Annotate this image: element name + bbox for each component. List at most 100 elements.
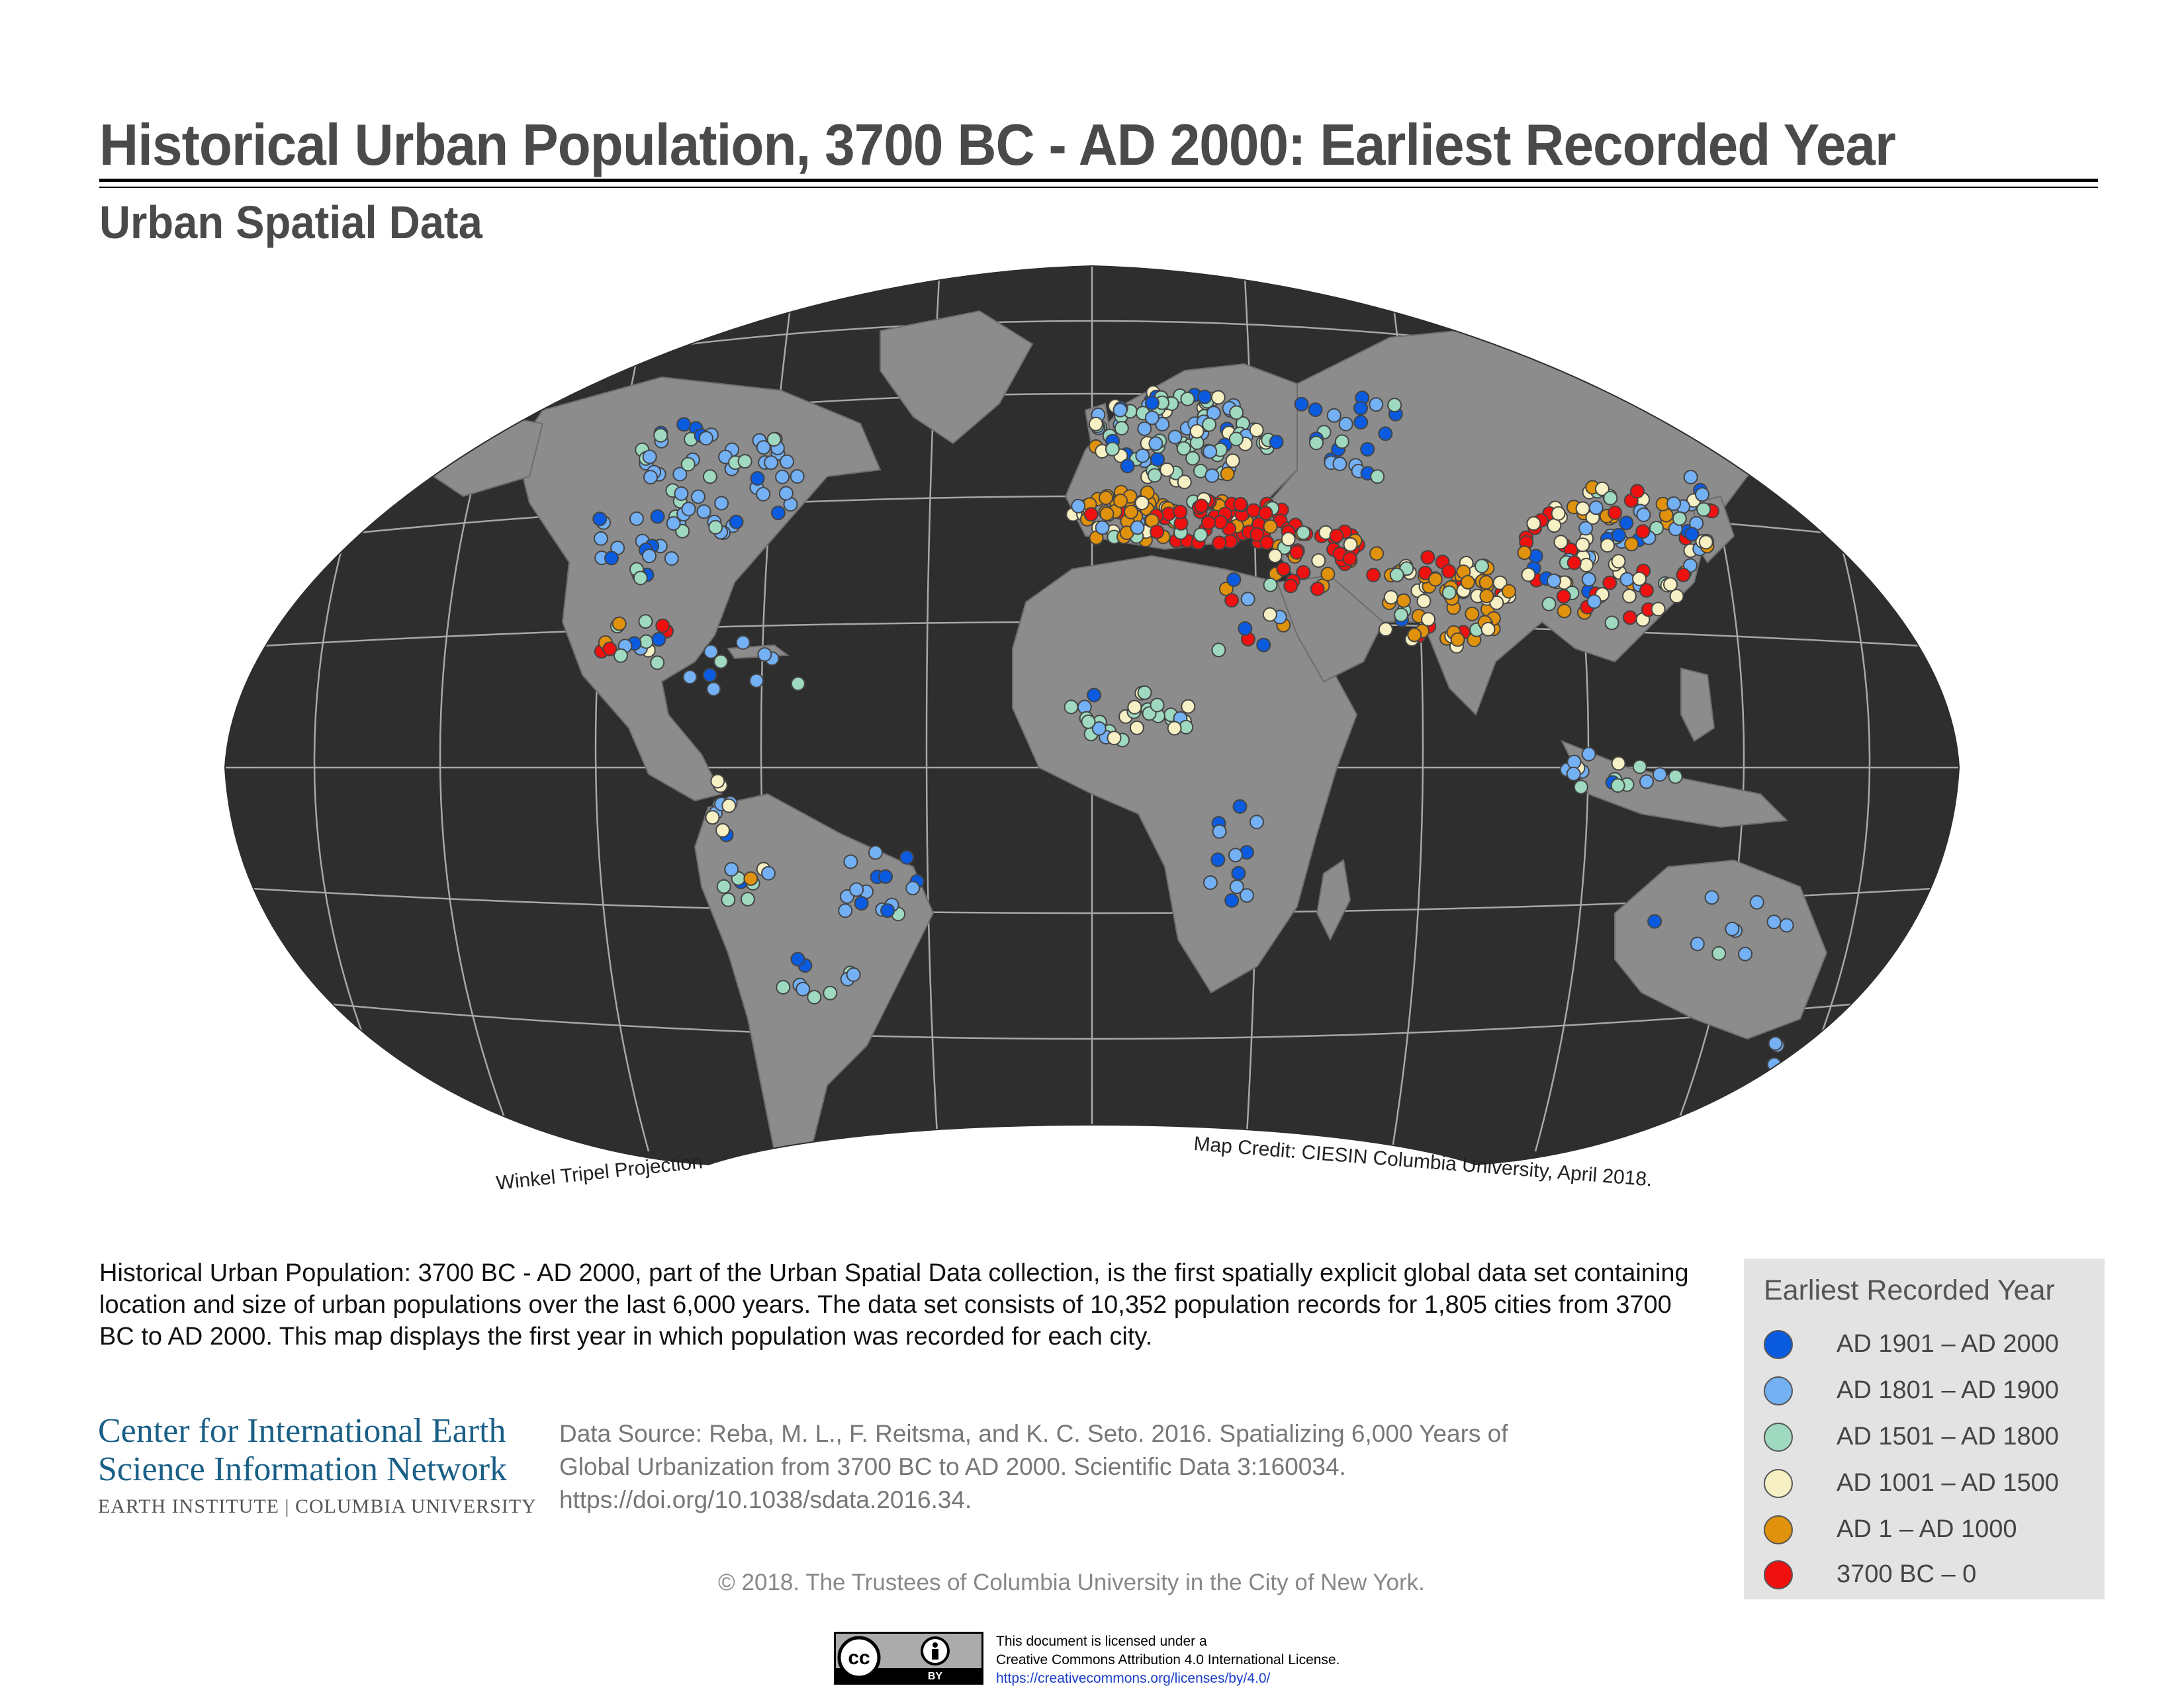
city-point	[796, 981, 811, 997]
city-point	[1296, 565, 1311, 580]
city-point	[1639, 583, 1654, 598]
city-point	[602, 641, 617, 656]
city-point	[1202, 417, 1217, 432]
city-point	[1329, 528, 1344, 543]
city-point	[1342, 551, 1357, 566]
city-point	[1581, 746, 1596, 762]
city-point	[1604, 615, 1619, 631]
city-point	[1211, 643, 1226, 658]
city-point	[592, 511, 608, 527]
city-point	[1416, 594, 1432, 609]
city-point	[1600, 538, 1615, 553]
city-point	[1480, 621, 1496, 637]
city-point	[651, 632, 666, 647]
city-point	[1129, 720, 1144, 735]
city-point	[1684, 527, 1700, 542]
city-point	[681, 502, 696, 517]
cc-license-badge[interactable]: cc BY	[834, 1632, 983, 1685]
city-point	[880, 903, 895, 918]
city-point	[1441, 585, 1457, 600]
license-link[interactable]: https://creativecommons.org/licenses/by/…	[996, 1671, 1271, 1686]
city-point	[682, 670, 698, 685]
source-line-2: Global Urbanization from 3700 BC to AD 2…	[559, 1453, 1346, 1480]
city-point	[1213, 515, 1228, 530]
city-point	[1088, 416, 1103, 431]
legend-dot	[1764, 1515, 1793, 1544]
world-map	[224, 265, 1960, 1166]
city-point	[1134, 496, 1150, 510]
city-point	[1283, 578, 1298, 594]
city-point	[1114, 421, 1129, 436]
city-point	[704, 644, 719, 659]
city-point	[613, 648, 628, 663]
city-point	[1155, 417, 1170, 432]
city-point	[1793, 1057, 1808, 1073]
city-point	[702, 469, 717, 484]
city-point	[764, 455, 779, 470]
city-point	[1185, 451, 1201, 466]
city-point	[1738, 946, 1752, 961]
city-point	[1212, 535, 1227, 551]
city-point	[1246, 503, 1261, 518]
city-point	[672, 466, 688, 482]
city-point	[642, 449, 657, 465]
city-point	[1310, 582, 1325, 596]
city-point	[612, 616, 627, 631]
city-point	[770, 506, 786, 521]
city-point	[807, 990, 822, 1004]
city-point	[696, 504, 711, 519]
source-line-3: https://doi.org/10.1038/sdata.2016.34.	[559, 1486, 972, 1513]
city-point	[1396, 593, 1411, 608]
city-point	[775, 469, 790, 484]
legend-item-1-1000: AD 1 – AD 1000	[1764, 1510, 2095, 1550]
city-point	[1619, 515, 1634, 531]
city-point	[1602, 575, 1617, 590]
city-point	[776, 980, 791, 995]
city-point	[1653, 767, 1667, 782]
city-point	[1698, 535, 1713, 550]
city-point	[1267, 549, 1283, 563]
city-point	[1567, 754, 1582, 770]
city-point	[705, 810, 720, 825]
city-point	[716, 879, 731, 894]
city-point	[1460, 574, 1475, 590]
city-point	[1711, 946, 1727, 961]
city-point	[1332, 457, 1347, 471]
city-point	[1575, 501, 1590, 516]
city-point	[1672, 511, 1687, 526]
city-point	[710, 774, 725, 789]
city-point	[1594, 481, 1610, 496]
city-point	[633, 570, 648, 586]
city-point	[1696, 502, 1711, 517]
city-point	[1441, 564, 1456, 579]
city-point	[713, 654, 729, 669]
city-point	[1201, 515, 1216, 530]
city-point	[1212, 824, 1227, 839]
city-point	[1113, 402, 1128, 418]
city-point	[1370, 469, 1385, 484]
city-point	[1668, 769, 1683, 784]
city-point	[1551, 506, 1566, 521]
city-point	[1091, 721, 1107, 736]
by-symbol: BY	[928, 1671, 943, 1682]
city-point	[1651, 601, 1666, 617]
city-point	[1818, 1049, 1833, 1064]
city-point	[843, 854, 858, 869]
city-point	[1127, 699, 1142, 715]
legend-item-3700bc-0: 3700 BC – 0	[1764, 1555, 2095, 1595]
city-point	[790, 676, 805, 691]
city-point	[1647, 914, 1662, 929]
city-point	[1229, 405, 1244, 420]
city-point	[1113, 493, 1128, 508]
city-point	[1258, 506, 1273, 521]
city-point	[1366, 568, 1381, 582]
city-point	[655, 618, 670, 633]
city-point	[1489, 595, 1504, 610]
legend-item-1901-2000: AD 1901 – AD 2000	[1764, 1325, 2095, 1364]
city-point	[1501, 584, 1516, 599]
city-point	[1259, 535, 1275, 550]
city-point	[1148, 436, 1163, 451]
city-point	[690, 489, 705, 504]
city-point	[846, 967, 861, 982]
cc-by-icon: cc BY	[836, 1634, 981, 1683]
